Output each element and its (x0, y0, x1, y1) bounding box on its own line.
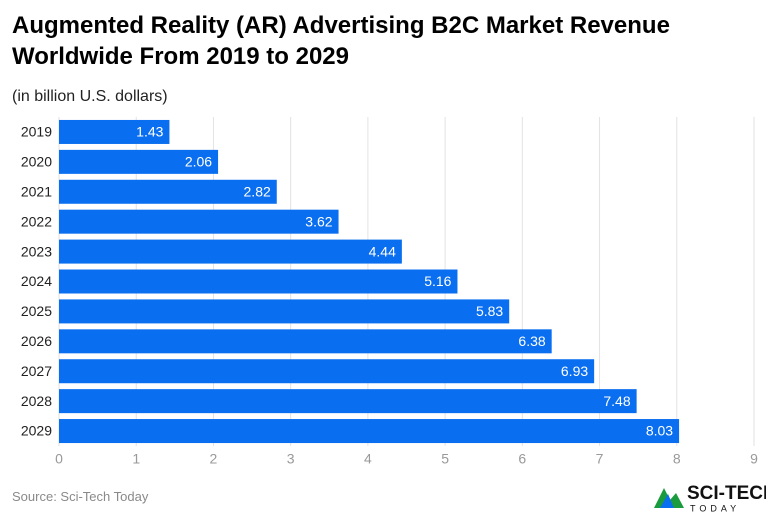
y-tick-label: 2026 (21, 333, 52, 349)
chart-subtitle: (in billion U.S. dollars) (12, 88, 168, 105)
bar (59, 419, 680, 444)
value-label: 6.38 (518, 333, 545, 349)
y-tick-label: 2020 (21, 154, 52, 170)
chart-title: Augmented Reality (AR) Advertising B2C M… (12, 12, 670, 70)
value-label: 7.48 (603, 393, 630, 409)
x-tick-label: 5 (441, 451, 449, 467)
brand-tagline: TODAY (690, 503, 740, 513)
value-label: 2.06 (185, 154, 212, 170)
bar (59, 359, 595, 384)
x-tick-label: 3 (287, 451, 295, 467)
x-tick-label: 0 (55, 451, 63, 467)
source-note: Source: Sci-Tech Today (12, 489, 149, 504)
y-tick-label: 2023 (21, 243, 52, 259)
bar (59, 149, 219, 174)
value-label: 1.43 (136, 124, 163, 140)
bar (59, 299, 510, 324)
x-tick-label: 1 (132, 451, 140, 467)
x-tick-label: 2 (210, 451, 218, 467)
y-tick-label: 2022 (21, 213, 52, 229)
y-tick-label: 2021 (21, 183, 52, 199)
x-tick-label: 8 (673, 451, 681, 467)
bar (59, 329, 552, 354)
bar (59, 209, 339, 234)
y-tick-label: 2024 (21, 273, 52, 289)
y-tick-label: 2027 (21, 363, 52, 379)
brand-name: SCI-TECH (687, 483, 766, 504)
bar (59, 389, 637, 414)
value-label: 5.16 (424, 273, 451, 289)
value-label: 6.93 (561, 363, 588, 379)
x-tick-label: 4 (364, 451, 372, 467)
logo-icon (660, 494, 674, 508)
y-tick-label: 2028 (21, 393, 52, 409)
y-tick-label: 2025 (21, 303, 52, 319)
y-tick-label: 2019 (21, 124, 52, 140)
value-label: 8.03 (646, 423, 673, 439)
bar (59, 119, 170, 144)
logo: SCI-TECH TODAY (654, 483, 766, 513)
y-tick-label: 2029 (21, 423, 52, 439)
x-tick-label: 7 (596, 451, 604, 467)
value-label: 5.83 (476, 303, 503, 319)
bar (59, 179, 277, 204)
value-label: 4.44 (369, 243, 396, 259)
x-tick-label: 6 (518, 451, 526, 467)
bar (59, 239, 402, 264)
value-label: 2.82 (244, 183, 271, 199)
x-tick-label: 9 (750, 451, 758, 467)
value-label: 3.62 (305, 213, 332, 229)
bar (59, 269, 458, 294)
